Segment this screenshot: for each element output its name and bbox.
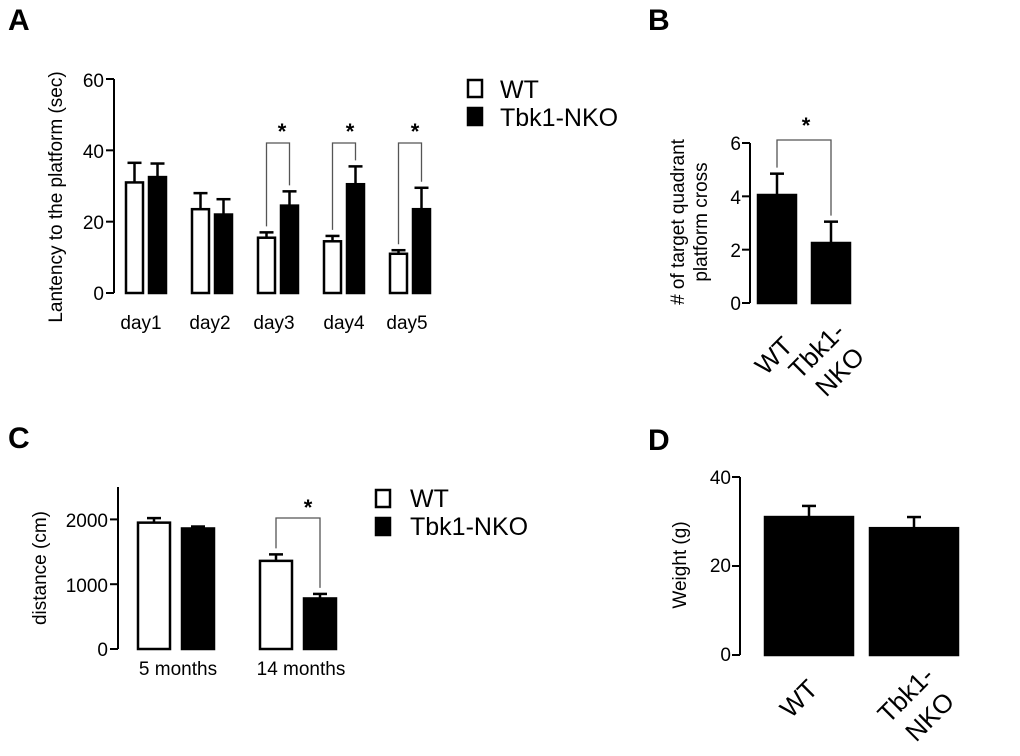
panel-c-label: C: [8, 422, 30, 455]
panel-b-ylabel-line1: # of target quadrant: [668, 138, 689, 305]
bar-wt: [756, 193, 798, 305]
panel-a-legend: WT Tbk1-NKO: [466, 76, 618, 132]
bar-wt-14-months: [258, 559, 294, 651]
bar-wt-day4: [322, 240, 343, 295]
legend-swatch-wt: [374, 488, 392, 509]
panel-c-ytick-2: 2000: [66, 511, 108, 532]
panel-a-ytick-2: 40: [83, 142, 104, 163]
panel-b-ytick-1: 2: [730, 241, 741, 262]
panel-a-ytick-0: 0: [93, 284, 104, 305]
panel-c-legend: WT Tbk1-NKO: [374, 485, 528, 541]
panel-a-ytick-3: 60: [83, 71, 104, 92]
panel-c-category-5-months: 5 months: [139, 659, 217, 680]
panel-c-ytick-0: 0: [97, 640, 108, 661]
panel-c-plot: [110, 487, 338, 651]
panel-a-category-day4: day4: [323, 313, 365, 334]
panel-c-category-14-months: 14 months: [257, 659, 346, 680]
panel-d-y-axis-title: Weight (g): [670, 521, 691, 608]
panel-b-ytick-0: 0: [730, 294, 741, 315]
legend-label-tbk1-nko: Tbk1-NKO: [500, 104, 618, 132]
panel-d-y-ticklabels: 0 20 40: [710, 468, 731, 666]
legend-label-tbk1-nko: Tbk1-NKO: [410, 513, 528, 541]
significance-bracket-day5: [397, 142, 423, 245]
panel-b: B # of target quadrant platform cross 0 …: [648, 4, 870, 402]
bar-tbk1-nko-day5: [411, 207, 432, 295]
panel-a-category-day1: day1: [120, 313, 161, 334]
bar-wt-5-months: [136, 521, 172, 651]
legend-swatch-tbk1-nko: [466, 106, 484, 127]
panel-d-label: D: [648, 424, 670, 457]
legend-label-wt: WT: [500, 76, 539, 104]
significance-bracket-day4: [331, 142, 357, 230]
bar-tbk1-nko: [810, 241, 852, 305]
panel-c: C distance (cm) 0 1000 2000 5 months 14 …: [8, 422, 528, 680]
panel-c-ytick-1: 1000: [66, 576, 108, 597]
panel-a-stars: * * *: [278, 119, 420, 144]
panel-c-y-ticklabels: 0 1000 2000: [66, 511, 108, 661]
panel-a-star-day4: *: [346, 119, 355, 144]
panel-a: A Lantency to the platform (sec) 0 20 40…: [8, 4, 618, 334]
panel-b-y-axis-title: # of target quadrant platform cross: [668, 138, 712, 305]
panel-a-star-day5: *: [411, 119, 420, 144]
bar-tbk1-nko-day2: [213, 213, 234, 295]
legend-label-wt: WT: [410, 485, 449, 513]
panel-b-ylabel-line2: platform cross: [691, 162, 712, 281]
bar-tbk1-nko-day4: [345, 182, 366, 295]
panel-d: D Weight (g) 0 20 40 WT Tbk1- NKO: [648, 424, 960, 747]
bar-tbk1-nko: [868, 526, 960, 657]
panel-a-y-ticklabels: 0 20 40 60: [83, 71, 104, 305]
panel-d-plot: [732, 476, 960, 657]
bar-tbk1-nko-day3: [279, 204, 300, 295]
panel-b-y-ticklabels: 0 2 4 6: [730, 134, 741, 315]
panel-d-ytick-0: 0: [720, 645, 731, 666]
significance-bracket-day3: [265, 142, 291, 227]
legend-swatch-wt: [466, 78, 484, 99]
significance-bracket: [776, 139, 832, 216]
panel-b-label: B: [648, 4, 670, 37]
panel-a-category-day2: day2: [189, 313, 230, 334]
panel-b-ytick-2: 4: [730, 188, 741, 209]
panel-a-category-day3: day3: [253, 313, 294, 334]
panel-a-category-day5: day5: [386, 313, 427, 334]
panel-a-label: A: [8, 4, 30, 37]
significance-bracket-14-months: [275, 517, 321, 588]
bar-wt-day3: [256, 236, 277, 295]
panel-b-star: *: [802, 113, 811, 138]
bar-tbk1-nko-5-months: [180, 527, 216, 651]
bar-wt-day1: [124, 181, 145, 295]
panel-a-star-day3: *: [278, 119, 287, 144]
bar-wt-day2: [190, 207, 211, 295]
panel-b-plot: [742, 139, 852, 305]
panel-d-ytick-2: 40: [710, 468, 731, 489]
panel-d-category-wt: WT: [774, 674, 824, 724]
panel-a-ytick-1: 20: [83, 213, 104, 234]
panel-d-ytick-1: 20: [710, 556, 731, 577]
panel-c-star-14-months: *: [304, 495, 313, 520]
legend-swatch-tbk1-nko: [374, 516, 392, 537]
panel-a-y-axis-title: Lantency to the platform (sec): [46, 71, 67, 322]
panel-a-plot: [106, 78, 432, 295]
bar-wt-day5: [388, 252, 409, 295]
panel-c-y-axis-title: distance (cm): [30, 511, 51, 625]
bar-wt: [763, 515, 855, 657]
panel-a-categories: day1 day2 day3 day4 day5: [120, 313, 427, 334]
bar-tbk1-nko-day1: [147, 175, 168, 295]
panel-b-ytick-3: 6: [730, 134, 741, 155]
bar-tbk1-nko-14-months: [302, 597, 338, 651]
